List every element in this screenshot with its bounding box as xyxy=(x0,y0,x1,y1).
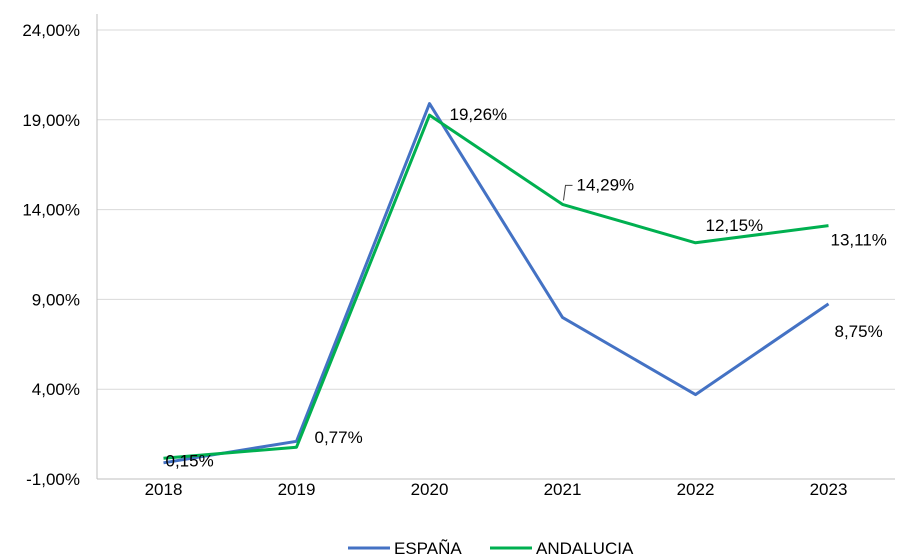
x-tick-label: 2019 xyxy=(278,480,316,499)
x-tick-label: 2023 xyxy=(810,480,848,499)
gridlines xyxy=(97,29,895,480)
y-tick-label: 4,00% xyxy=(32,380,80,399)
data-label: 0,77% xyxy=(315,428,363,447)
series-line-andalucia xyxy=(163,113,829,460)
x-tick-label: 2018 xyxy=(145,480,183,499)
y-tick-label: 19,00% xyxy=(22,111,80,130)
data-label: 12,15% xyxy=(706,216,764,235)
legend: ESPAÑA ANDALUCIA xyxy=(348,539,634,558)
axes: -1,00% 4,00% 9,00% 14,00% 19,00% 24,00% 2018 20… xyxy=(22,14,895,499)
label-leader-line xyxy=(563,184,573,201)
data-labels: 8,75% 0,15% 0,77% 19,26% 14,29% 12,15% 13,11% xyxy=(166,105,887,470)
y-tick-label: 24,00% xyxy=(22,21,80,40)
y-tick-label: -1,00% xyxy=(26,470,80,489)
x-tick-label: 2021 xyxy=(544,480,582,499)
data-label: 19,26% xyxy=(450,105,508,124)
y-tick-label: 9,00% xyxy=(32,290,80,309)
data-label: 14,29% xyxy=(577,175,635,194)
x-tick-label: 2022 xyxy=(677,480,715,499)
x-tick-label: 2020 xyxy=(411,480,449,499)
data-label: 8,75% xyxy=(835,322,883,341)
legend-label: ANDALUCIA xyxy=(536,539,634,558)
series-line-españa xyxy=(163,102,830,465)
y-tick-label: 14,00% xyxy=(22,201,80,220)
data-label: 13,11% xyxy=(831,231,887,250)
series-lines xyxy=(163,102,830,465)
data-label: 0,15% xyxy=(166,451,214,470)
legend-label: ESPAÑA xyxy=(394,539,462,558)
